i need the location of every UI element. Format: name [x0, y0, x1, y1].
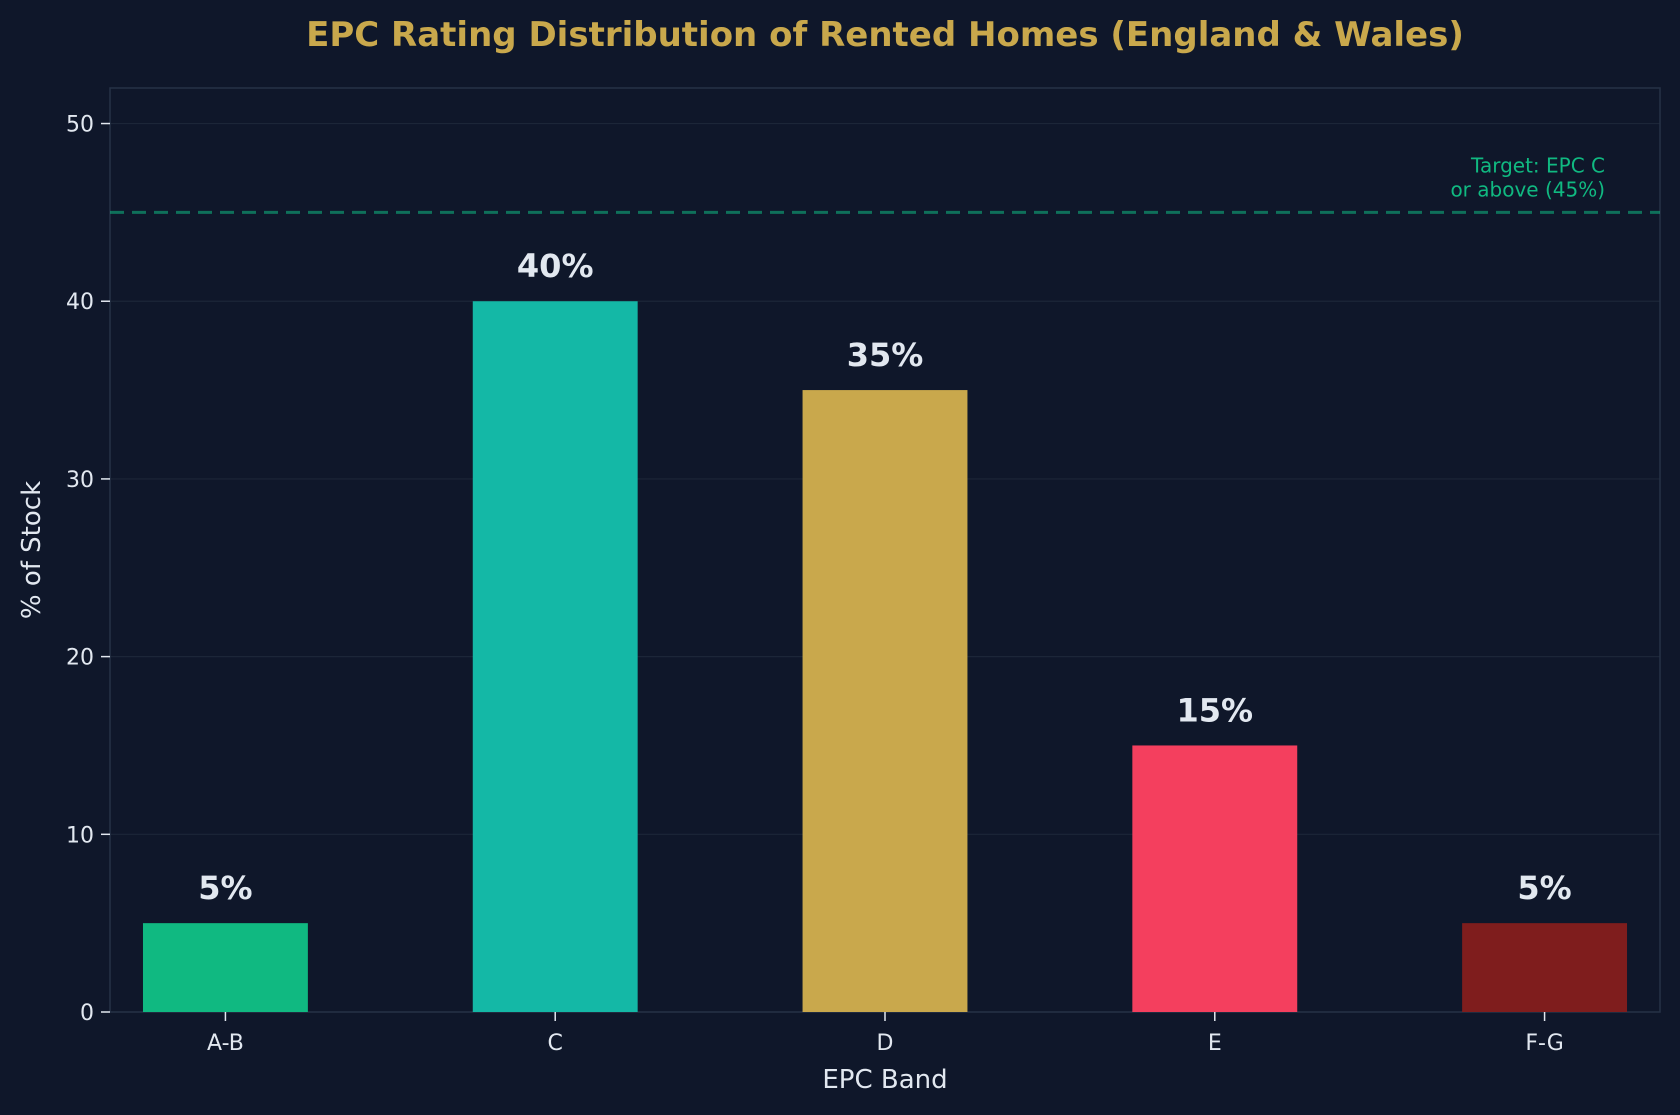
- target-label-line1: Target: EPC C: [1470, 153, 1605, 177]
- x-tick-label-f-g: F-G: [1525, 1031, 1563, 1056]
- y-tick-label-10: 10: [66, 823, 94, 848]
- x-tick-label-e: E: [1208, 1031, 1222, 1056]
- x-tick-label-a-b: A-B: [207, 1031, 244, 1056]
- bar-c: [472, 301, 638, 1012]
- x-tick-label-c: C: [548, 1031, 563, 1056]
- target-label-line2: or above (45%): [1450, 177, 1605, 201]
- y-tick-label-0: 0: [80, 1001, 94, 1026]
- plot-area: 0 10 20 30 40 50 A-B 5% C 40% D 35% E 15% F-G 5% Target:…: [66, 87, 1661, 1056]
- y-axis-label: % of Stock: [17, 481, 47, 619]
- chart-title: EPC Rating Distribution of Rented Homes …: [306, 15, 1464, 55]
- y-tick-label-40: 40: [66, 290, 94, 315]
- data-label-d: 35%: [847, 336, 924, 374]
- data-label-c: 40%: [517, 247, 594, 285]
- x-tick-label-d: D: [877, 1031, 894, 1056]
- data-label-a-b: 5%: [198, 869, 252, 907]
- bar-f-g: [1462, 923, 1628, 1012]
- bar-d: [802, 390, 968, 1013]
- y-tick-label-30: 30: [66, 468, 94, 493]
- data-label-e: 15%: [1176, 691, 1253, 729]
- data-label-f-g: 5%: [1517, 869, 1571, 907]
- bar-e: [1132, 745, 1298, 1012]
- y-tick-label-20: 20: [66, 646, 94, 671]
- y-tick-label-50: 50: [66, 113, 94, 138]
- x-axis-label: EPC Band: [822, 1065, 947, 1095]
- bar-a-b: [142, 923, 308, 1012]
